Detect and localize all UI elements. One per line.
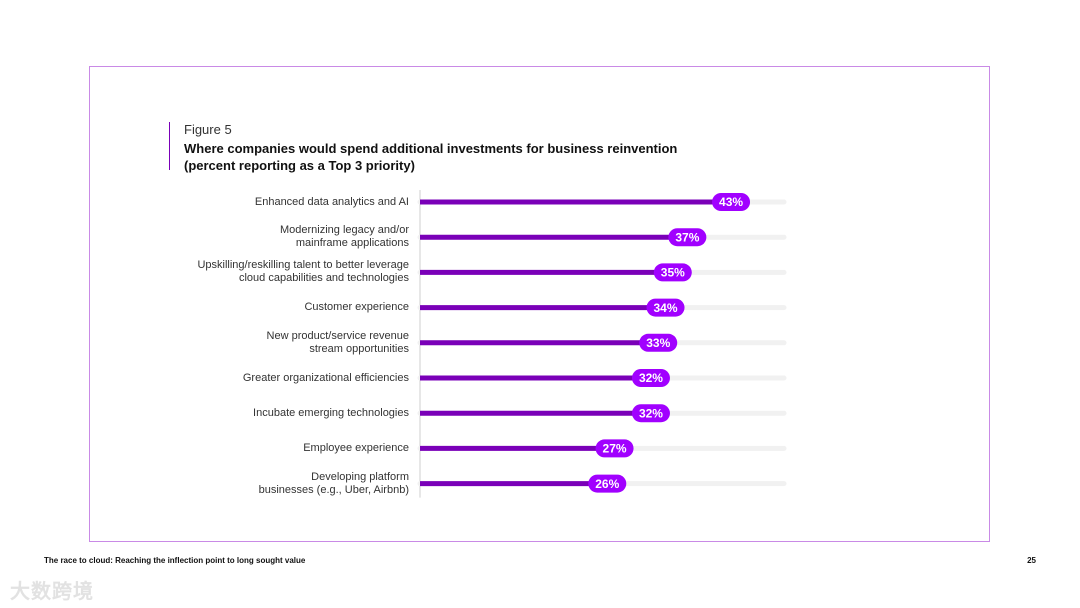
value-pill <box>631 369 670 387</box>
value-pill <box>631 404 670 423</box>
figure-title-block: Figure 5 Where companies would spend add… <box>169 122 677 173</box>
figure-title: Where companies would spend additional i… <box>184 140 677 174</box>
value-pill <box>668 228 707 247</box>
data-label: 43% <box>719 195 743 209</box>
category-label: Enhanced data analytics and AI <box>149 196 409 209</box>
category-label-line: Enhanced data analytics and AI <box>254 195 409 208</box>
data-label: 32% <box>639 371 663 385</box>
category-label: Modernizing legacy and/or mainframe appli… <box>149 224 409 250</box>
value-pill <box>653 263 692 282</box>
category-label-line: cloud capabilities and technologies <box>238 272 409 285</box>
page-number: 25 <box>1027 556 1036 565</box>
category-label: Greater organizational efficiencies <box>149 372 409 385</box>
figure-title-line-2: (percent reporting as a Top 3 priority) <box>184 158 415 173</box>
category-label-line: Employee experience <box>303 441 409 454</box>
category-label: Employee experience <box>149 442 409 455</box>
data-label: 34% <box>654 301 678 315</box>
figure-label: Figure 5 <box>184 122 232 137</box>
data-label: 26% <box>595 477 619 491</box>
category-label-line: Upskilling/reskilling talent to better l… <box>197 259 409 272</box>
data-label: 37% <box>675 230 699 244</box>
category-label-line: Greater organizational efficiencies <box>242 371 409 384</box>
category-label: Customer experience <box>149 301 409 314</box>
value-pill <box>646 298 685 317</box>
category-label-line: Customer experience <box>304 301 409 314</box>
value-pill <box>639 333 678 352</box>
data-label: 32% <box>639 406 663 420</box>
footer-title: The race to cloud: Reaching the inflecti… <box>44 556 306 565</box>
data-label: 35% <box>661 266 685 280</box>
figure-frame <box>89 66 990 542</box>
value-pill <box>595 439 634 458</box>
category-label-line: mainframe applications <box>295 237 409 250</box>
watermark: 大数跨境 <box>10 581 94 603</box>
category-label-line: New product/service revenue <box>266 329 409 342</box>
category-label-line: Incubate emerging technologies <box>253 406 409 419</box>
data-label: 27% <box>603 442 627 456</box>
category-label: New product/service revenue stream opport… <box>149 330 409 356</box>
category-label-line: stream opportunities <box>309 342 409 355</box>
value-pill <box>712 193 751 211</box>
value-pill <box>588 474 627 493</box>
data-label: 33% <box>646 336 670 350</box>
category-label: Incubate emerging technologies <box>149 407 409 420</box>
category-label-line: Modernizing legacy and/or <box>279 224 409 237</box>
category-label: Upskilling/reskilling talent to better l… <box>149 259 409 285</box>
category-label: Developing platform businesses (e.g., Ube… <box>149 471 409 497</box>
category-label-line: Developing platform <box>311 470 409 483</box>
figure-title-line-1: Where companies would spend additional i… <box>184 141 678 156</box>
category-label-line: businesses (e.g., Uber, Airbnb) <box>258 483 409 496</box>
